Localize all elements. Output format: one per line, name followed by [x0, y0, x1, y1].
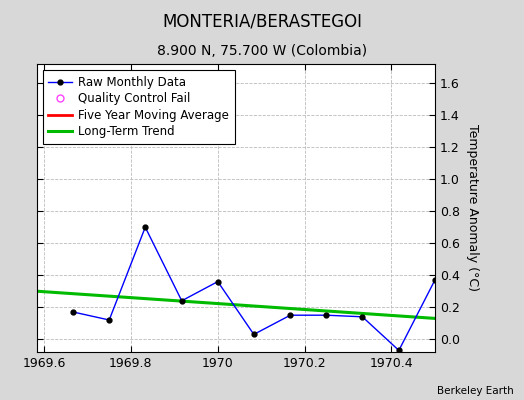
- Raw Monthly Data: [287, 313, 293, 318]
- Raw Monthly Data: [215, 279, 221, 284]
- Raw Monthly Data: [70, 310, 77, 314]
- Raw Monthly Data: [250, 332, 257, 337]
- Text: Berkeley Earth: Berkeley Earth: [437, 386, 514, 396]
- Raw Monthly Data: [359, 314, 366, 319]
- Text: MONTERIA/BERASTEGOI: MONTERIA/BERASTEGOI: [162, 12, 362, 30]
- Raw Monthly Data: [396, 348, 402, 353]
- Raw Monthly Data: [323, 313, 330, 318]
- Y-axis label: Temperature Anomaly (°C): Temperature Anomaly (°C): [466, 124, 479, 292]
- Raw Monthly Data: [142, 225, 148, 230]
- Raw Monthly Data: [432, 278, 438, 282]
- Text: 8.900 N, 75.700 W (Colombia): 8.900 N, 75.700 W (Colombia): [157, 44, 367, 58]
- Raw Monthly Data: [106, 318, 112, 322]
- Line: Raw Monthly Data: Raw Monthly Data: [71, 225, 438, 353]
- Legend: Raw Monthly Data, Quality Control Fail, Five Year Moving Average, Long-Term Tren: Raw Monthly Data, Quality Control Fail, …: [42, 70, 235, 144]
- Raw Monthly Data: [179, 298, 185, 303]
